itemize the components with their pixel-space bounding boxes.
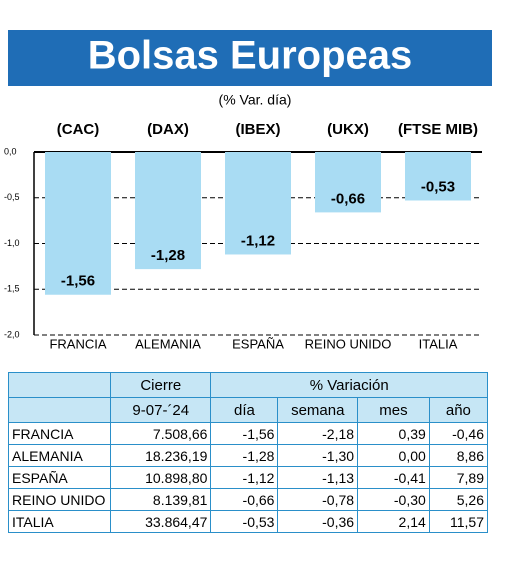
table-cell: mes bbox=[357, 397, 430, 423]
y-tick-label: -1,5 bbox=[4, 284, 20, 294]
table-cell bbox=[7, 397, 112, 423]
y-tick-label: -0,5 bbox=[4, 192, 20, 202]
table-cell: ALEMANIA bbox=[7, 444, 112, 467]
table-cell: 8.139,81 bbox=[110, 488, 212, 511]
table-cell: 0,39 bbox=[357, 422, 430, 445]
bar bbox=[45, 152, 111, 295]
table-row: ESPAÑA 10.898,80 -1,12 -1,13 -0,41 7,89 bbox=[7, 466, 489, 489]
x-tick-label: ALEMANIA bbox=[135, 336, 201, 351]
value-label: -1,12 bbox=[241, 232, 275, 249]
data-table: Cierre% Variación 9-07-´24 día semana mes año… bbox=[7, 372, 489, 533]
index-label: (DAX) bbox=[147, 121, 189, 138]
index-label: (IBEX) bbox=[236, 121, 281, 138]
x-tick-label: FRANCIA bbox=[49, 336, 106, 351]
table-cell: 0,00 bbox=[357, 444, 430, 467]
table-cell: 5,26 bbox=[428, 488, 489, 511]
table-cell: -2,18 bbox=[277, 422, 359, 445]
table-cell: 9-07-´24 bbox=[110, 397, 212, 423]
table-cell: -1,56 bbox=[210, 422, 279, 445]
value-label: -0,53 bbox=[421, 178, 455, 195]
table-cell: -1,13 bbox=[277, 466, 359, 489]
table-cell: Cierre bbox=[110, 372, 212, 398]
table-row: ALEMANIA 18.236,19 -1,28 -1,30 0,00 8,86 bbox=[7, 444, 489, 467]
y-tick-label: 0,0 bbox=[4, 146, 17, 156]
chart-title: Bolsas Europeas bbox=[88, 34, 413, 78]
table-cell: -1,28 bbox=[210, 444, 279, 467]
title-bar bbox=[8, 30, 492, 86]
table-cell: 8,86 bbox=[428, 444, 489, 467]
table-row: Cierre% Variación bbox=[7, 372, 488, 398]
chart: Bolsas Europeas (% Var. día) 0,0 -0,5 -1,0… bbox=[4, 30, 492, 351]
table-cell: día bbox=[210, 397, 279, 423]
chart-subtitle: (% Var. día) bbox=[219, 92, 292, 108]
table-cell: ESPAÑA bbox=[7, 466, 112, 489]
table-cell: -0,53 bbox=[210, 510, 279, 533]
table-cell: 11,57 bbox=[428, 510, 489, 533]
table-cell: -1,30 bbox=[277, 444, 359, 467]
table-row: 9-07-´24 día semana mes año bbox=[7, 397, 489, 423]
table-cell: -0,66 bbox=[210, 488, 279, 511]
table-cell: -1,12 bbox=[210, 466, 279, 489]
table-cell: 10.898,80 bbox=[110, 466, 212, 489]
table-cell: -0,41 bbox=[357, 466, 430, 489]
table-cell: FRANCIA bbox=[7, 422, 112, 445]
table-cell: 7,89 bbox=[428, 466, 489, 489]
table-cell: semana bbox=[277, 397, 359, 423]
value-label: -1,28 bbox=[151, 247, 185, 264]
bar bbox=[135, 152, 201, 270]
value-label: -0,66 bbox=[331, 190, 365, 207]
table-cell bbox=[7, 372, 112, 398]
x-tick-label: ITALIA bbox=[419, 336, 458, 351]
table-row: REINO UNIDO 8.139,81 -0,66 -0,78 -0,30 5,26 bbox=[7, 488, 489, 511]
bar bbox=[315, 152, 381, 213]
bar bbox=[225, 152, 291, 255]
table-row: ITALIA 33.864,47 -0,53 -0,36 2,14 11,57 bbox=[7, 510, 489, 533]
table-cell: ITALIA bbox=[7, 510, 112, 533]
index-label: (FTSE MIB) bbox=[398, 121, 478, 138]
table-cell: -0,30 bbox=[357, 488, 430, 511]
value-label: -1,56 bbox=[61, 273, 95, 290]
table-cell: REINO UNIDO bbox=[7, 488, 112, 511]
index-label: (UKX) bbox=[327, 121, 369, 138]
table-cell: -0,46 bbox=[428, 422, 489, 445]
y-tick-label: -2,0 bbox=[4, 329, 20, 339]
table-cell: 33.864,47 bbox=[110, 510, 212, 533]
table-cell: -0,78 bbox=[277, 488, 359, 511]
table-cell: 18.236,19 bbox=[110, 444, 212, 467]
x-tick-label: REINO UNIDO bbox=[305, 336, 392, 351]
x-tick-label: ESPAÑA bbox=[232, 336, 284, 351]
table-row: FRANCIA 7.508,66 -1,56 -2,18 0,39 -0,46 bbox=[7, 422, 489, 445]
y-tick-label: -1,0 bbox=[4, 238, 20, 248]
table-cell: 7.508,66 bbox=[110, 422, 212, 445]
table-cell: 2,14 bbox=[357, 510, 430, 533]
table-cell: % Variación bbox=[210, 372, 488, 398]
index-label: (CAC) bbox=[57, 121, 100, 138]
bar bbox=[405, 152, 471, 201]
table-cell: -0,36 bbox=[277, 510, 359, 533]
table-cell: año bbox=[428, 397, 489, 423]
